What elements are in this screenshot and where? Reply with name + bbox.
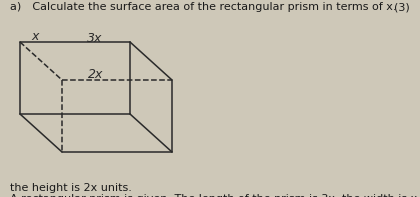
- Text: (3): (3): [394, 2, 410, 12]
- Text: 2x: 2x: [88, 68, 104, 81]
- Text: a) Calculate the surface area of the rectangular prism in terms of x.: a) Calculate the surface area of the rec…: [10, 2, 396, 12]
- Text: the height is 2x units.: the height is 2x units.: [10, 183, 132, 193]
- Text: x: x: [31, 30, 38, 43]
- Text: 3x: 3x: [87, 32, 102, 45]
- Text: A rectangular prism is given. The length of the prism is 3x, the width is x and: A rectangular prism is given. The length…: [10, 194, 420, 197]
